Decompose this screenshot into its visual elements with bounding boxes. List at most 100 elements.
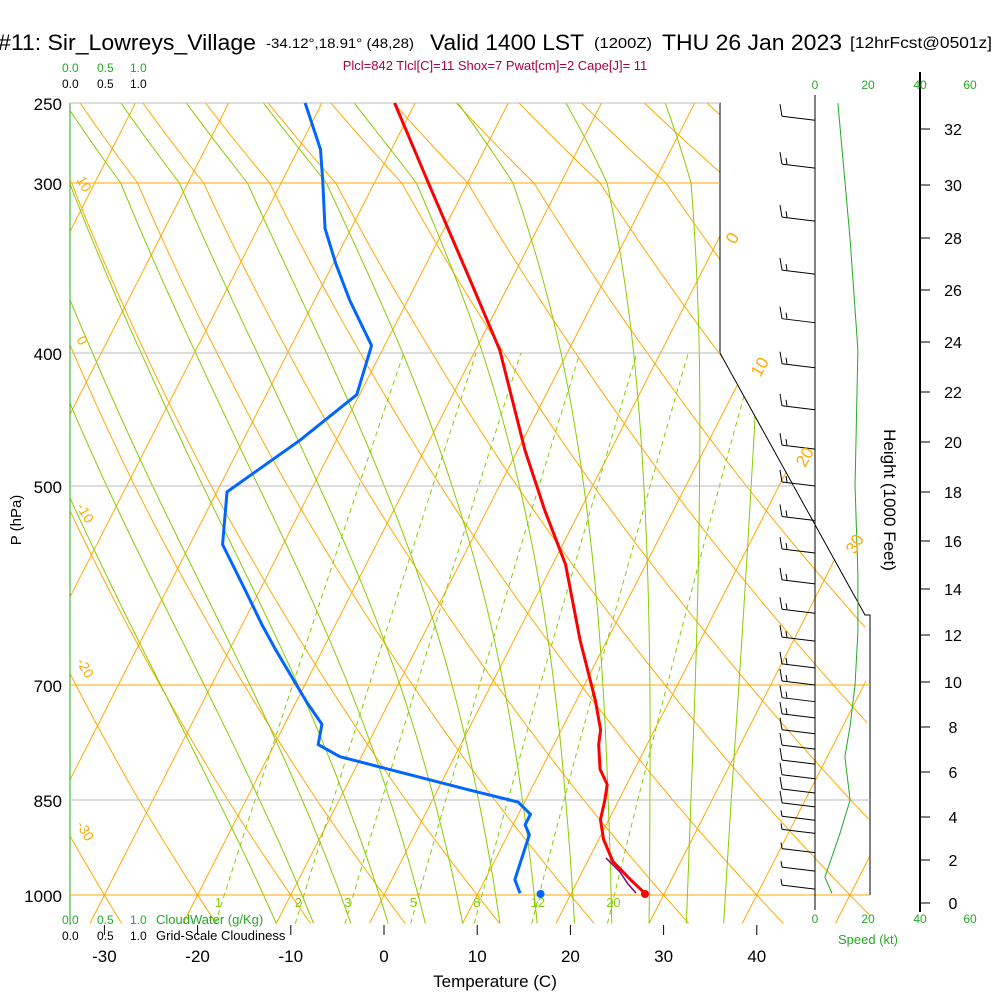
wind-barb <box>779 351 816 369</box>
isotherm-label: -10 <box>73 500 97 526</box>
height-tick-label: 12 <box>944 628 962 645</box>
dry-adiabat-line <box>439 103 870 924</box>
mixing-ratio-label: 1 <box>215 895 222 910</box>
isotherm-line <box>70 103 425 924</box>
isotherm-line <box>555 103 870 924</box>
cloudwater-tick-label: 1.0 <box>130 61 147 75</box>
height-axis-label: Height (1000 Feet) <box>880 429 899 571</box>
cloudiness-tick-label: 1.0 <box>130 929 147 943</box>
moist-adiabat-line <box>172 103 501 924</box>
x-axis-label: Temperature (C) <box>433 972 557 991</box>
wind-barb <box>779 504 816 521</box>
height-tick-label: 16 <box>944 534 962 551</box>
mixing-ratio-label: 8 <box>473 895 480 910</box>
mixing-ratio-line <box>410 352 581 924</box>
wind-barb <box>779 762 816 780</box>
dry-adiabat-line <box>563 103 870 924</box>
pressure-tick-label: 500 <box>34 478 62 497</box>
wind-barb <box>780 861 816 872</box>
speed-tick-label: 0 <box>812 912 819 926</box>
wind-barb <box>779 567 816 585</box>
speed-axis-label: Speed (kt) <box>838 932 898 947</box>
dry-adiabat-line <box>625 103 870 924</box>
height-tick-label: 6 <box>949 765 958 782</box>
dry-adiabat-line <box>129 103 690 924</box>
pressure-tick-label: 850 <box>34 792 62 811</box>
wind-barb <box>780 879 816 890</box>
speed-tick-label: 20 <box>861 78 875 92</box>
cloudwater-label: CloudWater (g/Kg) <box>156 912 263 927</box>
moist-adiabat-line <box>555 103 651 924</box>
height-tick-label: 20 <box>944 435 962 452</box>
wind-barb <box>779 701 816 719</box>
isotherm-line <box>275 103 705 924</box>
moist-adiabat-line <box>70 103 389 924</box>
height-tick-label: 26 <box>944 283 962 300</box>
temperature-tick-label: -20 <box>185 947 210 966</box>
cloudwater-tick-label: 0.0 <box>62 913 79 927</box>
temperature-tick-label: 0 <box>379 947 388 966</box>
isotherm-line <box>89 103 518 924</box>
parcel-trace-line <box>605 857 637 894</box>
isotherm-line <box>462 103 870 924</box>
dry-adiabat-line <box>70 103 501 924</box>
height-tick-label: 0 <box>949 896 958 913</box>
valid-date: THU 26 Jan 2023 <box>662 30 842 55</box>
cloudiness-tick-label: 0.5 <box>97 77 114 91</box>
dry-adiabat-line <box>501 103 870 924</box>
height-tick-label: 22 <box>944 385 962 402</box>
cloudiness-tick-label: 1.0 <box>130 77 147 91</box>
moist-adiabat-line <box>723 103 764 924</box>
cloudwater-tick-label: 0.5 <box>97 61 114 75</box>
wind-barb <box>779 717 816 735</box>
wind-barb <box>779 152 816 169</box>
cloudiness-tick-label: 0.0 <box>62 77 79 91</box>
moist-adiabat-line <box>444 103 613 924</box>
wind-barb <box>779 790 816 808</box>
dry-adiabat-line <box>253 103 870 924</box>
dry-adiabat-line <box>377 103 870 924</box>
moist-adiabat-line <box>70 103 314 924</box>
dry-adiabat-line <box>687 103 870 924</box>
pressure-tick-label: 1000 <box>24 887 62 906</box>
isotherm-label: 0 <box>73 333 91 348</box>
mixing-ratio-line <box>607 352 757 924</box>
pressure-tick-label: 300 <box>34 175 62 194</box>
speed-tick-label: 60 <box>963 78 977 92</box>
wind-barb <box>779 393 816 411</box>
dry-adiabat-line <box>70 103 406 924</box>
isotherm-line <box>835 103 870 924</box>
isotherm-label: 30 <box>842 531 868 557</box>
station-title: #11: Sir_Lowreys_Village <box>0 30 256 55</box>
height-tick-label: 28 <box>944 231 962 248</box>
wind-barb <box>779 597 816 614</box>
wind-barb <box>779 651 816 669</box>
wind-barb <box>779 306 816 324</box>
dry-adiabat-line <box>70 103 217 924</box>
temperature-tick-label: 20 <box>561 947 580 966</box>
height-tick-label: 10 <box>944 675 962 692</box>
dry-adiabat-line <box>70 103 595 924</box>
moist-adiabat-line <box>70 103 426 924</box>
mixing-ratio-line <box>294 352 477 924</box>
forecast-info: [12hrFcst@0501z] <box>850 35 992 52</box>
mixing-ratio-line <box>473 352 638 924</box>
cloudwater-tick-label: 0.5 <box>97 913 114 927</box>
wind-barb <box>779 668 816 686</box>
isotherm-line <box>70 103 146 924</box>
height-tick-label: 32 <box>944 122 962 139</box>
temperature-tick-label: 30 <box>654 947 673 966</box>
isotherm-label: 10 <box>747 354 773 380</box>
wind-barb <box>779 733 816 750</box>
wind-barb <box>779 205 816 222</box>
dry-adiabat-line <box>811 103 870 924</box>
wind-barb <box>780 823 816 834</box>
wind-barb <box>780 810 816 821</box>
isotherm-label: -30 <box>73 818 97 844</box>
cloudwater-tick-label: 1.0 <box>130 913 147 927</box>
speed-tick-label: 40 <box>913 912 927 926</box>
height-tick-label: 8 <box>949 720 958 737</box>
height-tick-label: 2 <box>949 853 958 870</box>
wind-barb <box>779 685 816 703</box>
